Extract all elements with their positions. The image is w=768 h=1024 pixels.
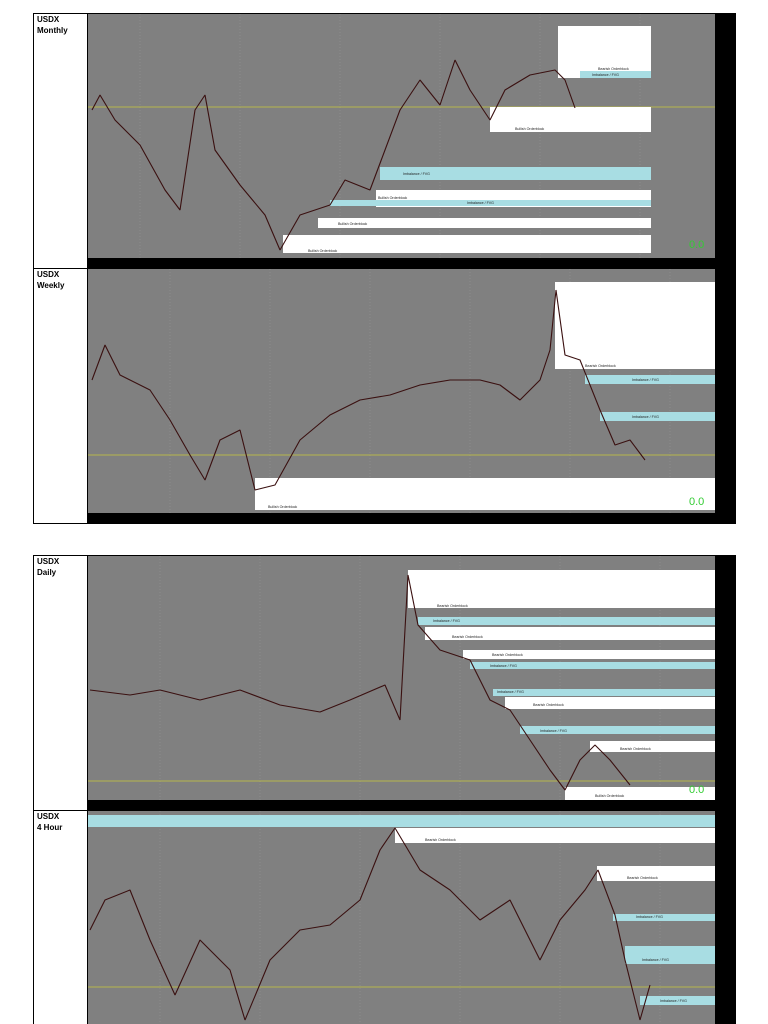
zone-label: Bearish Orderblock — [620, 747, 651, 751]
zone — [640, 996, 715, 1005]
zone-label: Bearish Orderblock — [585, 364, 616, 368]
zone — [425, 627, 715, 640]
zone — [330, 200, 651, 206]
panel-label: Monthly — [37, 26, 68, 35]
zone — [318, 218, 651, 228]
zone-label: Imbalance / FVG — [592, 73, 619, 77]
price-line — [91, 289, 646, 491]
zone-label: Bearish Orderblock — [437, 604, 468, 608]
axis-strip — [88, 258, 715, 268]
zone — [380, 167, 651, 180]
axis-strip — [715, 556, 735, 810]
zone — [470, 662, 715, 669]
zone-label: Bearish Orderblock — [627, 876, 658, 880]
level-label: 0.0 — [689, 784, 704, 796]
zone-label: Bearish Orderblock — [492, 653, 523, 657]
zone — [283, 235, 651, 253]
price-line — [89, 574, 631, 791]
zone-label: Imbalance / FVG — [433, 619, 460, 623]
zone — [600, 412, 715, 421]
zone — [493, 689, 715, 696]
zone-label: Bearish Orderblock — [425, 838, 456, 842]
axis-strip — [715, 811, 735, 1024]
level-label: 0.0 — [689, 239, 704, 251]
panel-label: Daily — [37, 568, 57, 577]
zone-label: Imbalance / FVG — [467, 201, 494, 205]
panel-label: Weekly — [37, 281, 65, 290]
zone-label: Bullish Orderblock — [515, 127, 544, 131]
border — [33, 268, 736, 524]
price-line — [91, 59, 576, 251]
zone — [255, 478, 715, 510]
zone — [590, 741, 715, 752]
zone — [565, 787, 715, 800]
panel-label: USDX — [37, 812, 60, 821]
zone — [463, 650, 715, 659]
axis-strip — [715, 14, 735, 268]
zone-label: Imbalance / FVG — [497, 690, 524, 694]
zone-label: Bullish Orderblock — [268, 505, 297, 509]
axis-strip — [88, 513, 715, 523]
chart-panel: Bearish Orderblock Bearish Orderblock Im… — [33, 810, 736, 1024]
zone-label: Imbalance / FVG — [636, 915, 663, 919]
zone-label: Bullish Orderblock — [308, 249, 337, 253]
plot-area — [88, 811, 715, 1024]
zone-label: Imbalance / FVG — [632, 378, 659, 382]
zone — [490, 107, 651, 132]
zone-label: Bearish Orderblock — [452, 635, 483, 639]
zone — [613, 914, 715, 921]
zone-label: Bearish Orderblock — [598, 67, 629, 71]
zone-label: Bullish Orderblock — [378, 196, 407, 200]
chart-panel: Bearish Orderblock Imbalance / FVG Imbal… — [33, 268, 736, 524]
zone — [597, 866, 715, 881]
zone — [555, 282, 715, 369]
zone — [418, 617, 715, 625]
zone — [580, 71, 651, 78]
panel-label: 4 Hour — [37, 823, 62, 832]
border — [33, 810, 736, 1024]
zone — [395, 828, 715, 843]
price-line — [89, 827, 651, 1021]
axis-strip — [715, 269, 735, 523]
zone-label: Imbalance / FVG — [490, 664, 517, 668]
chart-panel: Bearish Orderblock Imbalance / FVG Beari… — [33, 555, 736, 811]
zone-label: Imbalance / FVG — [403, 172, 430, 176]
zone-label: Imbalance / FVG — [660, 999, 687, 1003]
zone-label: Imbalance / FVG — [632, 415, 659, 419]
zone-label: Bullish Orderblock — [595, 794, 624, 798]
zone — [625, 946, 715, 964]
zone — [585, 375, 715, 384]
zone — [505, 697, 715, 709]
panel-label: USDX — [37, 15, 60, 24]
panel-label: USDX — [37, 270, 60, 279]
zone-label: Imbalance / FVG — [540, 729, 567, 733]
zone — [408, 570, 715, 608]
zone — [520, 726, 715, 734]
panel-label: USDX — [37, 557, 60, 566]
zone — [558, 26, 651, 78]
axis-strip — [88, 800, 715, 810]
zone — [88, 815, 715, 827]
chart-panel: Bearish Orderblock Imbalance / FVG Bulli… — [33, 13, 736, 269]
zone-label: Bearish Orderblock — [533, 703, 564, 707]
zone-label: Bullish Orderblock — [338, 222, 367, 226]
level-label: 0.0 — [689, 496, 704, 508]
zone-label: Imbalance / FVG — [642, 958, 669, 962]
